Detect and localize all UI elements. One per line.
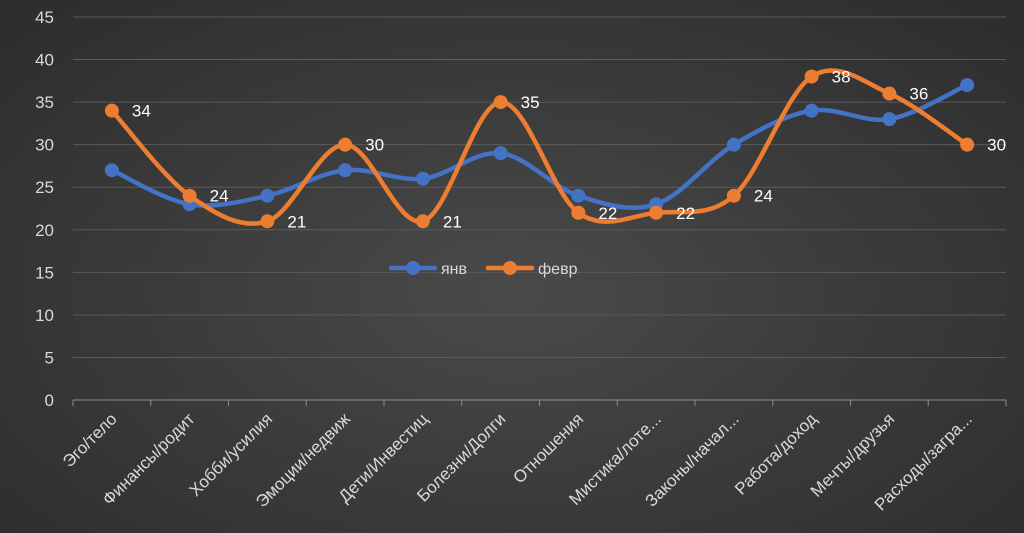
y-tick-label: 45 — [35, 8, 54, 27]
data-label: 36 — [909, 85, 928, 104]
series-2-point — [649, 205, 664, 220]
data-label: 22 — [598, 204, 617, 223]
data-label: 34 — [132, 102, 151, 121]
series-1-point — [260, 188, 275, 203]
legend: янв февр — [388, 261, 578, 278]
series-2-point — [182, 188, 197, 203]
series-2-point — [571, 205, 586, 220]
data-labels: 34 24 21 30 21 35 22 22 24 38 36 30 — [132, 68, 1006, 232]
series-2-point — [493, 95, 508, 110]
data-label: 35 — [521, 93, 540, 112]
y-tick-label: 5 — [45, 348, 54, 367]
series-2-point — [960, 137, 975, 152]
y-tick-label: 15 — [35, 263, 54, 282]
series-1-point — [493, 146, 508, 161]
data-label: 38 — [832, 68, 851, 87]
y-tick-label: 25 — [35, 178, 54, 197]
series-2-point — [338, 137, 353, 152]
legend-marker-1 — [406, 261, 420, 275]
legend-label: февр — [538, 261, 578, 278]
series-2-point — [804, 69, 819, 84]
axes: 051015202530354045Эго/телоФинансы/родитХ… — [35, 8, 1007, 514]
y-tick-label: 40 — [35, 51, 54, 70]
series — [104, 68, 975, 229]
data-label: 24 — [754, 187, 773, 206]
data-label: 24 — [210, 187, 229, 206]
series-1-point — [726, 137, 741, 152]
series-2-point — [882, 86, 897, 101]
data-label: 22 — [676, 204, 695, 223]
y-tick-label: 0 — [45, 391, 54, 410]
legend-label: янв — [441, 261, 467, 278]
series-1-point — [882, 112, 897, 127]
series-2-point — [260, 214, 275, 229]
x-tick-label: Работа/доход — [731, 409, 820, 498]
series-2-point — [104, 103, 119, 118]
series-2-point — [726, 188, 741, 203]
x-tick-label: Эго/тело — [59, 409, 121, 471]
series-1-point — [104, 163, 119, 178]
series-1-point — [960, 78, 975, 93]
gridlines — [73, 16, 1006, 358]
series-1-point — [415, 171, 430, 186]
legend-marker-2 — [503, 261, 517, 275]
y-tick-label: 35 — [35, 93, 54, 112]
y-tick-label: 10 — [35, 306, 54, 325]
y-tick-label: 20 — [35, 221, 54, 240]
data-label: 30 — [365, 136, 384, 155]
data-label: 21 — [287, 212, 306, 231]
series-1-point — [571, 188, 586, 203]
data-label: 30 — [987, 136, 1006, 155]
data-label: 21 — [443, 212, 462, 231]
series-1-point — [338, 163, 353, 178]
series-1-point — [804, 103, 819, 118]
x-tick-label: Отношения — [509, 409, 587, 487]
series-2-point — [415, 214, 430, 229]
y-tick-label: 30 — [35, 136, 54, 155]
